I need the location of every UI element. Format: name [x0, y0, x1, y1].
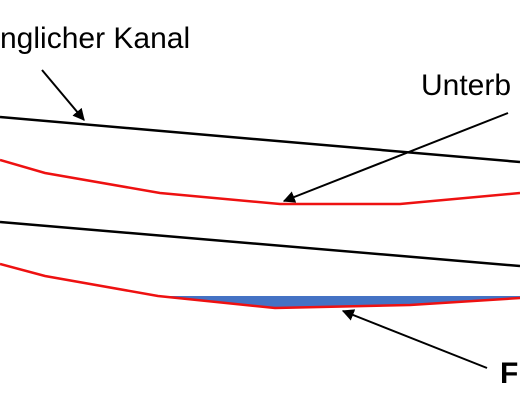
- upper-cut-profile: [0, 158, 520, 206]
- label-undercut: Unterb: [421, 69, 511, 102]
- lower-channel-line: [0, 220, 520, 268]
- label-original-channel: nglicher Kanal: [0, 22, 190, 55]
- lower-cut-profile: [0, 262, 520, 310]
- arrow-undercut: [282, 112, 509, 203]
- label-bottom-right: F: [500, 357, 518, 390]
- arrow-original-channel: [41, 69, 85, 121]
- upper-channel-line: [0, 115, 520, 164]
- arrow-bottom-right: [341, 309, 488, 369]
